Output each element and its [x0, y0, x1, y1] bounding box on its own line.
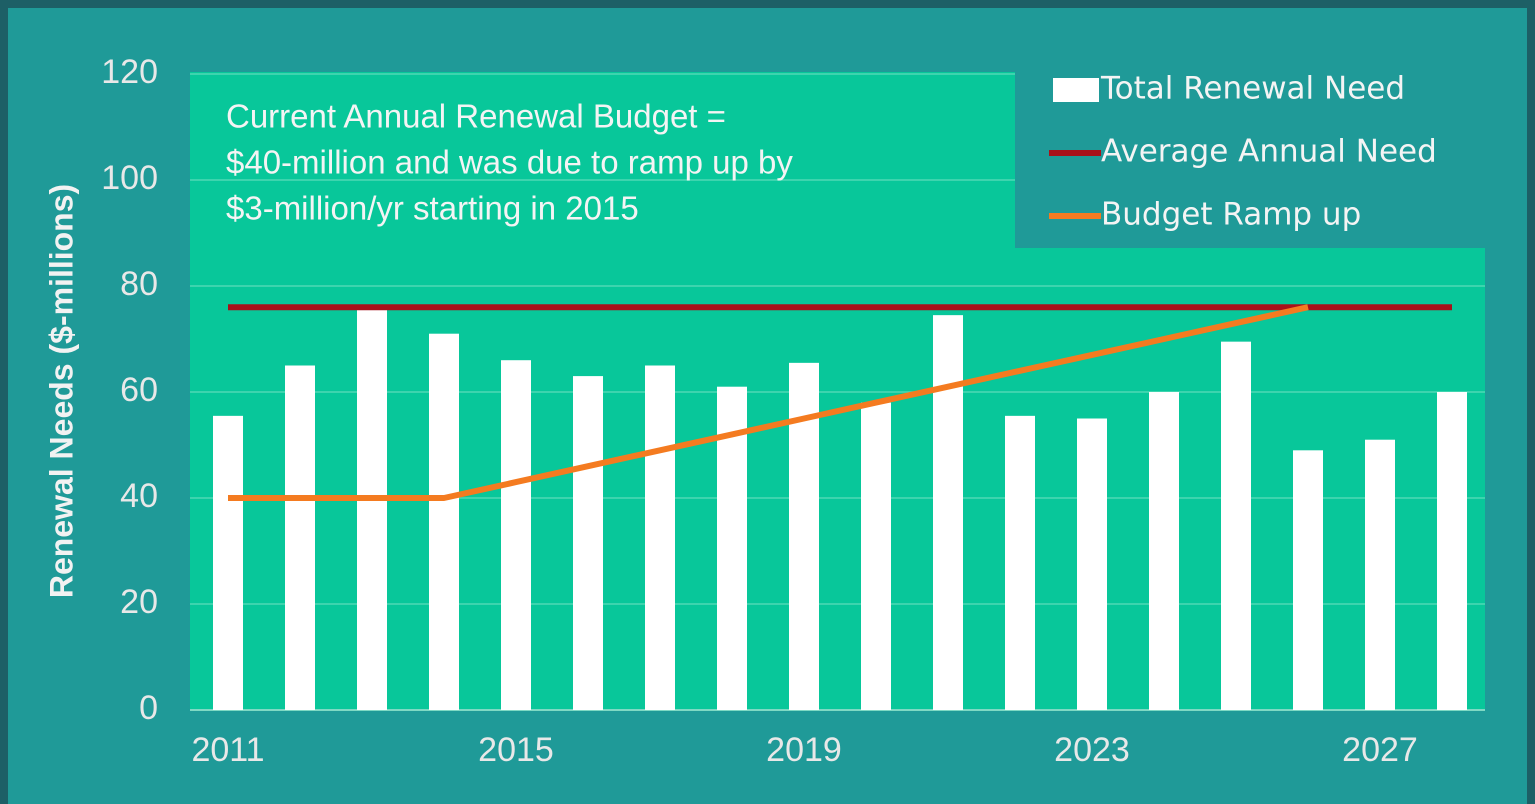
- annotation: $40-million and was due to ramp up by: [226, 144, 793, 181]
- bar: [1365, 439, 1395, 710]
- y-tick-label: 100: [101, 159, 158, 197]
- legend-label: Average Annual Need: [1101, 134, 1437, 170]
- bar: [1221, 341, 1251, 710]
- legend-label: Total Renewal Need: [1100, 71, 1405, 107]
- bar: [717, 386, 747, 710]
- bar: [1005, 415, 1035, 710]
- x-tick-label: 2019: [766, 731, 842, 769]
- bar: [645, 365, 675, 710]
- x-tick-label: 2011: [191, 731, 264, 769]
- line: [228, 304, 1309, 501]
- bar: [213, 415, 243, 710]
- bar: [573, 376, 603, 710]
- y-tick-label: 40: [120, 477, 158, 515]
- legend-swatch: [1053, 78, 1099, 102]
- bar: [501, 360, 531, 710]
- bar: [1077, 418, 1107, 710]
- bar: [429, 333, 459, 710]
- bar: [357, 307, 387, 710]
- legend-label: Budget Ramp up: [1101, 197, 1361, 233]
- x-tick-label: 2023: [1054, 731, 1130, 769]
- bar: [285, 365, 315, 710]
- y-tick-label: 80: [120, 265, 158, 303]
- y-axis-label: Renewal Needs ($-millions): [43, 184, 79, 598]
- bar: [1149, 392, 1179, 710]
- bar: [933, 315, 963, 710]
- y-tick-label: 20: [120, 583, 158, 621]
- y-tick-label: 120: [101, 53, 158, 91]
- y-tick-label: 0: [139, 689, 158, 727]
- x-tick-label: 2015: [478, 731, 554, 769]
- bar: [1437, 392, 1467, 710]
- annotation: $3-million/yr starting in 2015: [226, 190, 639, 227]
- y-tick-label: 60: [120, 371, 158, 409]
- bar: [1293, 450, 1323, 710]
- x-tick-label: 2027: [1342, 731, 1418, 769]
- annotation: Current Annual Renewal Budget =: [226, 98, 726, 135]
- bar: [861, 402, 891, 710]
